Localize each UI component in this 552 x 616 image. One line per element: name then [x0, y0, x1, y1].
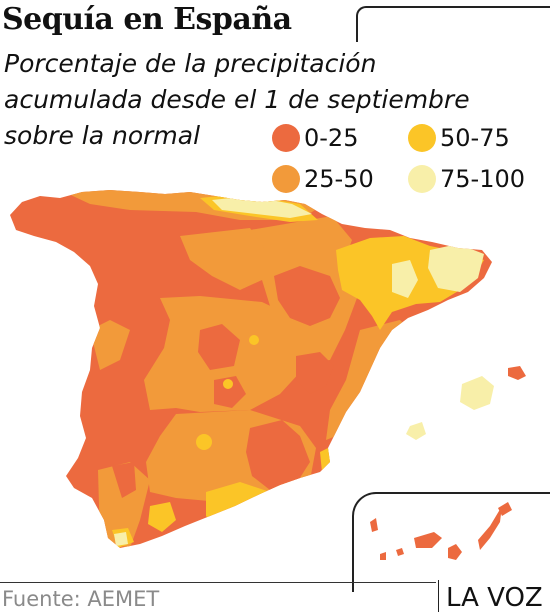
brand-logo: LA VOZ	[446, 583, 543, 613]
menorca	[508, 366, 526, 380]
legend-label-75-100: 75-100	[440, 165, 526, 193]
lanzarote	[498, 502, 512, 516]
spain-drought-map	[10, 190, 526, 548]
legend-item-75-100: 75-100	[408, 164, 525, 194]
canary-islands	[370, 502, 512, 560]
subtitle-line-1: Porcentaje de la precipitación	[4, 49, 377, 78]
legend-swatch-50-75	[408, 124, 436, 152]
fuerteventura	[478, 506, 502, 550]
title-rule	[356, 6, 550, 42]
subtitle-line-3: sobre la normal	[4, 121, 201, 150]
ibiza	[406, 422, 426, 440]
legend-label-25-50: 25-50	[304, 165, 374, 193]
subtitle-line-2: acumulada desde el 1 de septiembre	[4, 85, 470, 114]
canary-islands-inset-frame	[352, 492, 550, 592]
footer-rule	[0, 582, 436, 583]
source-credit: Fuente: AEMET	[2, 587, 160, 611]
zone-class-0-25-inner	[112, 266, 340, 498]
la-palma	[370, 518, 378, 532]
mallorca	[460, 376, 494, 410]
el-hierro	[380, 552, 386, 560]
legend-swatch-25-50	[272, 165, 300, 193]
la-gomera	[396, 548, 404, 556]
legend-label-0-25: 0-25	[304, 124, 359, 152]
map-subtitle: Porcentaje de la precipitación acumulada…	[4, 46, 544, 154]
canary-islands-map	[370, 502, 512, 560]
legend-item-50-75: 50-75	[408, 123, 510, 153]
zone-class-50-75-spots	[196, 335, 259, 450]
legend-swatch-0-25	[272, 124, 300, 152]
legend-item-0-25: 0-25	[272, 123, 358, 153]
brand-divider	[438, 580, 439, 612]
zone-class-75-100	[114, 196, 484, 546]
map-title: Sequía en España	[2, 2, 292, 37]
legend-label-50-75: 50-75	[440, 124, 510, 152]
legend-item-25-50: 25-50	[272, 164, 374, 194]
tenerife	[414, 532, 442, 548]
balearic-islands	[406, 366, 526, 440]
gran-canaria	[448, 544, 462, 560]
legend-swatch-75-100	[408, 165, 436, 193]
